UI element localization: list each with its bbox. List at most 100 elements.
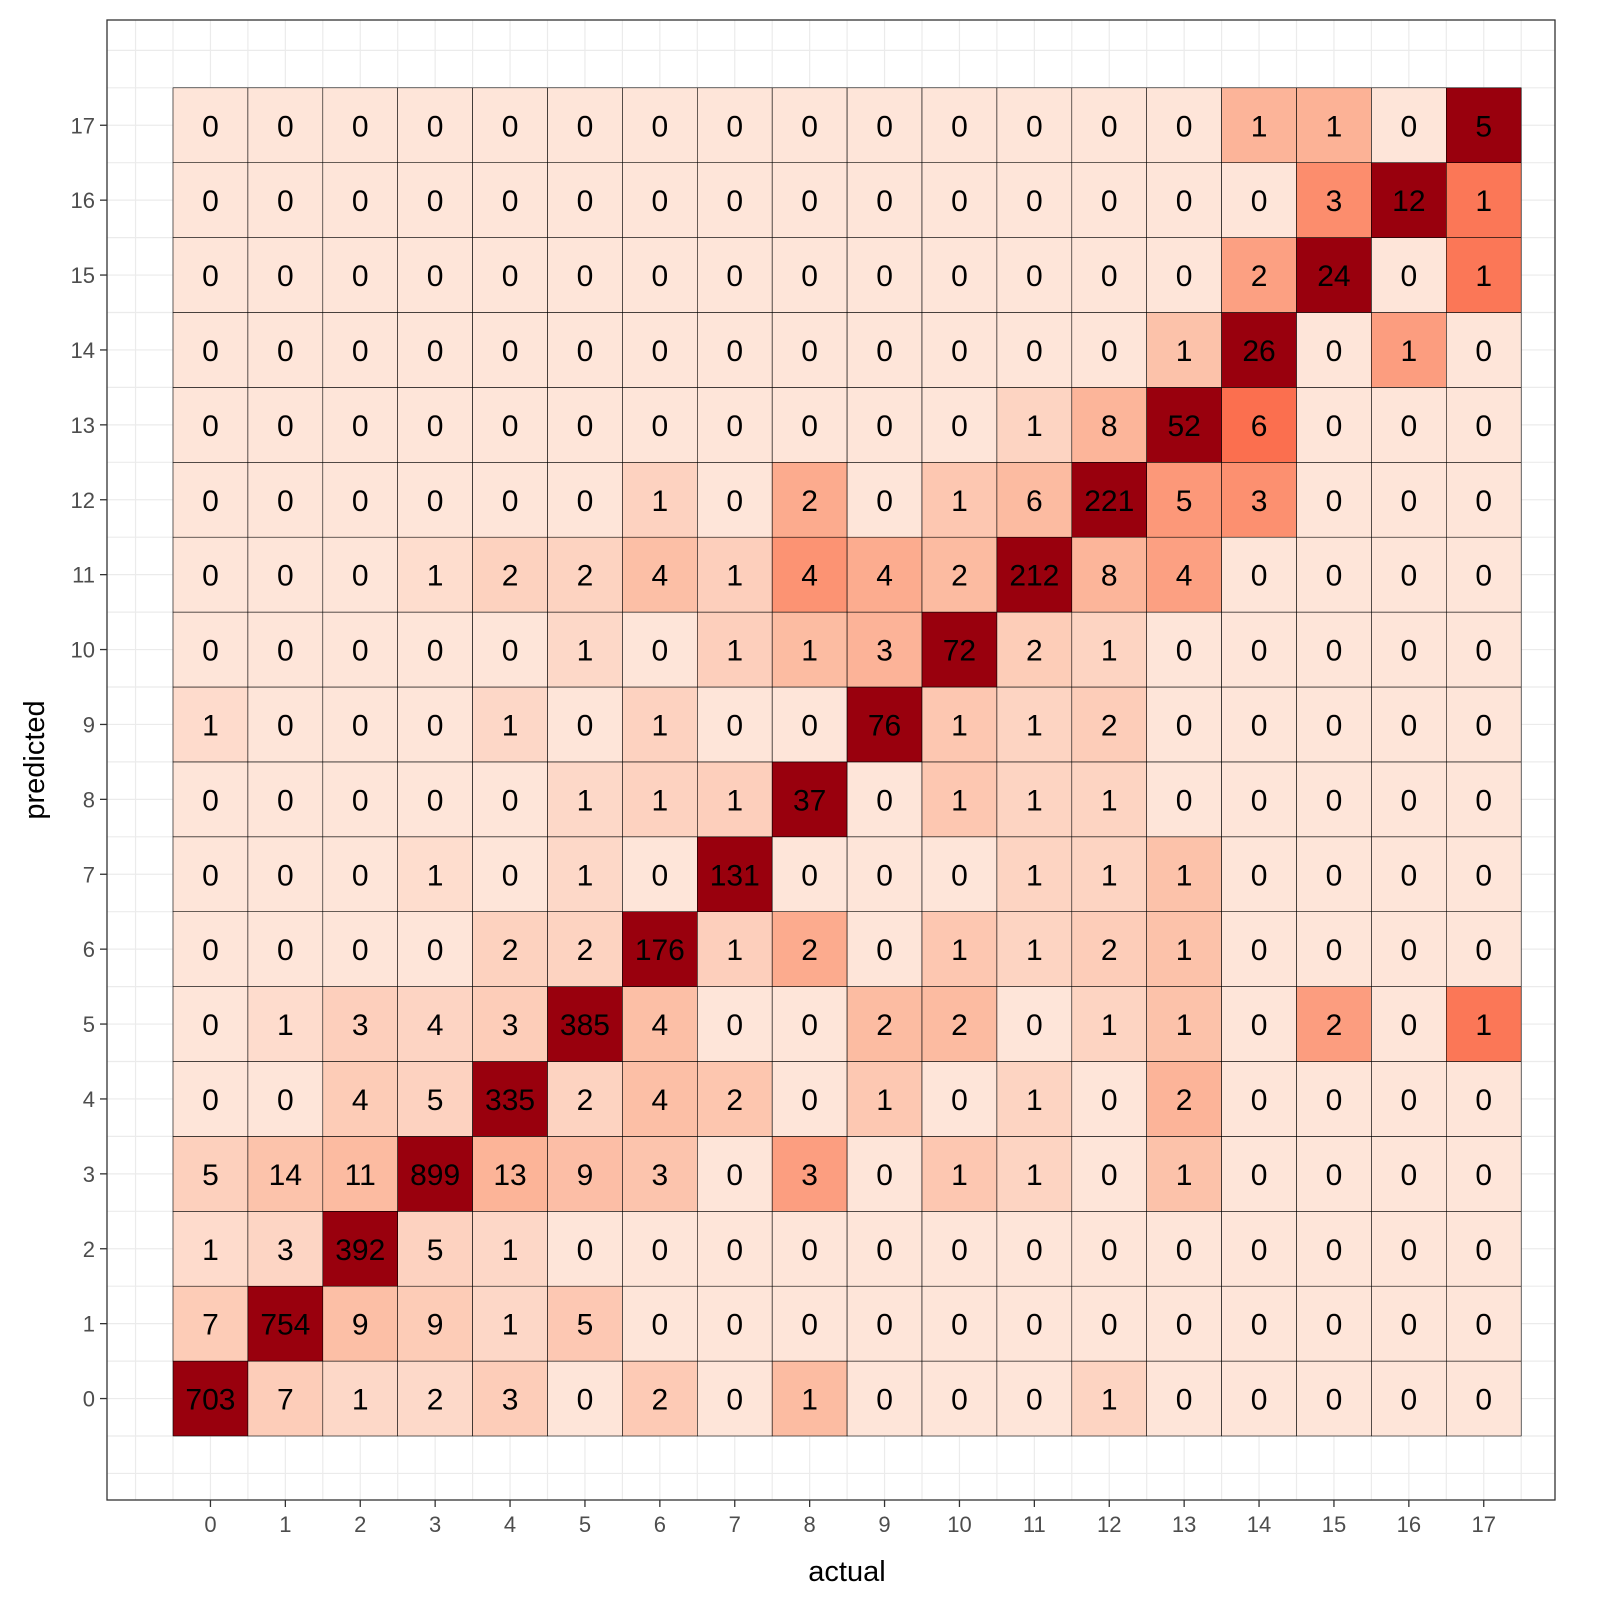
heatmap-cell	[322, 1061, 398, 1137]
heatmap-cell	[921, 611, 998, 688]
cell-value: 1	[951, 709, 968, 742]
cell-value: 0	[652, 410, 669, 443]
cell-value: 335	[485, 1084, 535, 1117]
cell-value: 0	[726, 1384, 743, 1417]
heatmap-cell	[247, 237, 324, 313]
heatmap-cell	[172, 536, 249, 613]
cell-value: 0	[502, 784, 519, 817]
cell-value: 0	[876, 485, 893, 518]
heatmap-cell	[547, 237, 623, 313]
y-tick-label: 1	[83, 1312, 95, 1337]
heatmap-cell	[771, 1211, 848, 1287]
cell-value: 0	[1475, 410, 1492, 443]
cell-value: 1	[277, 1009, 294, 1042]
cell-value: 0	[427, 934, 444, 967]
heatmap-cell	[547, 761, 623, 838]
heatmap-cell	[1371, 986, 1447, 1062]
cell-value: 8	[1101, 560, 1118, 593]
cell-value: 0	[577, 1384, 594, 1417]
cell-value: 0	[1251, 560, 1268, 593]
heatmap-cell	[1446, 611, 1522, 688]
heatmap-cell	[771, 1136, 848, 1212]
heatmap-cell	[622, 761, 698, 838]
cell-value: 0	[801, 110, 818, 143]
cell-value: 0	[1475, 709, 1492, 742]
heatmap-cell	[1221, 761, 1297, 838]
heatmap-cell	[696, 87, 773, 164]
cell-value: 0	[1101, 260, 1118, 293]
cell-value: 0	[1101, 1159, 1118, 1192]
cell-value: 0	[1326, 1309, 1343, 1342]
heatmap-cell	[996, 611, 1073, 688]
cell-value: 0	[352, 410, 369, 443]
heatmap-cell	[846, 1061, 923, 1137]
heatmap-cell	[172, 761, 249, 838]
heatmap-cell	[1446, 387, 1522, 463]
y-tick-label: 11	[72, 563, 95, 588]
heatmap-cell	[696, 237, 773, 313]
cell-value: 0	[876, 335, 893, 368]
heatmap-cell	[1071, 461, 1148, 538]
cell-value: 0	[1475, 1309, 1492, 1342]
cell-value: 0	[876, 185, 893, 218]
heatmap-cell	[397, 911, 473, 987]
cell-value: 2	[951, 560, 968, 593]
cell-value: 0	[352, 185, 369, 218]
cell-value: 0	[1026, 1384, 1043, 1417]
cell-value: 24	[1317, 260, 1350, 293]
cell-value: 5	[427, 1084, 444, 1117]
heatmap-cell	[1071, 536, 1148, 613]
cell-value: 1	[202, 709, 219, 742]
heatmap-cell	[771, 536, 848, 613]
cell-value: 0	[427, 784, 444, 817]
cell-value: 0	[801, 185, 818, 218]
x-tick-label: 7	[729, 1512, 741, 1537]
cell-value: 0	[951, 1309, 968, 1342]
x-tick-label: 1	[279, 1512, 291, 1537]
heatmap-cell	[921, 1360, 998, 1437]
heatmap-cell	[1071, 761, 1148, 838]
heatmap-cell	[322, 911, 398, 987]
heatmap-cell	[1071, 387, 1148, 463]
x-tick-label: 0	[204, 1512, 216, 1537]
cell-value: 2	[801, 485, 818, 518]
heatmap-cell	[1296, 836, 1372, 912]
cell-value: 0	[951, 335, 968, 368]
cell-value: 0	[202, 859, 219, 892]
cell-value: 0	[352, 260, 369, 293]
heatmap-cell	[247, 1211, 324, 1287]
cell-value: 1	[951, 485, 968, 518]
heatmap-cell	[1296, 986, 1372, 1062]
cell-value: 3	[502, 1009, 519, 1042]
cell-value: 0	[726, 335, 743, 368]
x-tick-label: 12	[1097, 1512, 1121, 1537]
cell-value: 0	[652, 1309, 669, 1342]
cell-value: 5	[202, 1159, 219, 1192]
cell-value: 9	[427, 1309, 444, 1342]
heatmap-cell	[547, 87, 623, 164]
heatmap-cell	[172, 312, 249, 388]
heatmap-cell	[472, 611, 548, 688]
cell-value: 0	[502, 635, 519, 668]
heatmap-cell	[472, 237, 548, 313]
heatmap-cell	[846, 387, 923, 463]
heatmap-cell	[1221, 312, 1297, 388]
cell-value: 0	[1251, 1009, 1268, 1042]
cell-value: 0	[1475, 859, 1492, 892]
heatmap-cell	[1146, 237, 1222, 313]
heatmap-cell	[172, 1061, 249, 1137]
cell-value: 2	[577, 1084, 594, 1117]
heatmap-cell	[996, 87, 1073, 164]
cell-value: 1	[1176, 934, 1193, 967]
heatmap-cell	[696, 461, 773, 538]
cell-value: 1	[427, 859, 444, 892]
heatmap-cell	[1296, 611, 1372, 688]
cell-value: 0	[652, 260, 669, 293]
cell-value: 0	[801, 335, 818, 368]
cell-value: 0	[1251, 1384, 1268, 1417]
cell-value: 0	[1401, 1309, 1418, 1342]
cell-value: 0	[1176, 1309, 1193, 1342]
cell-value: 0	[202, 335, 219, 368]
cell-value: 14	[269, 1159, 302, 1192]
cell-value: 2	[1176, 1084, 1193, 1117]
